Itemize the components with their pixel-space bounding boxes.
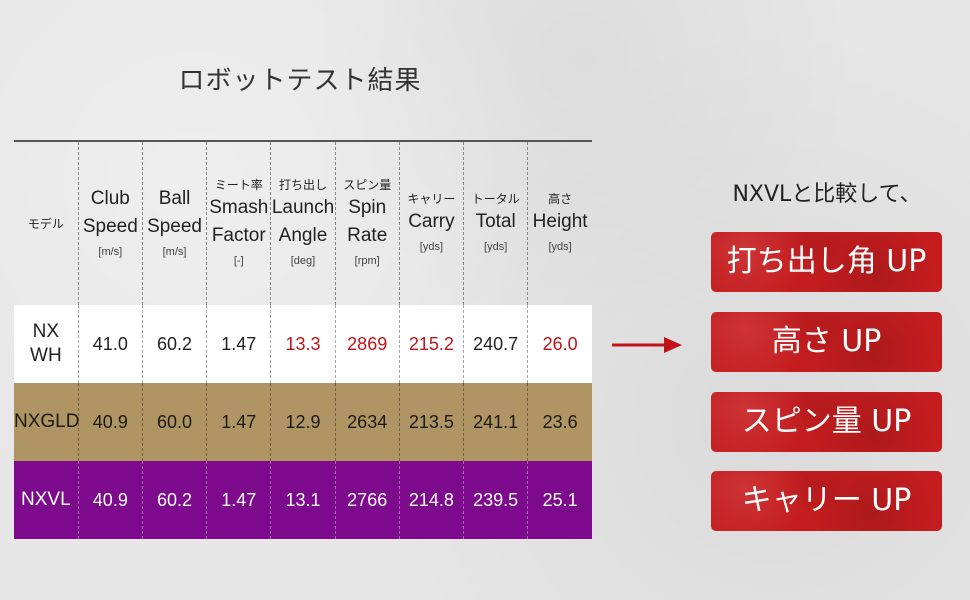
header-jp: トータル bbox=[471, 191, 520, 206]
header-unit: [deg] bbox=[290, 254, 316, 267]
table-header-row: モデル Club Speed [m/s] Ball Speed [m/s] ミー… bbox=[14, 141, 592, 305]
header-ball-speed: Ball Speed [m/s] bbox=[142, 141, 208, 305]
header-en-2: Angle bbox=[278, 224, 328, 246]
model-cell: NXVL bbox=[14, 461, 79, 539]
header-unit: [m/s] bbox=[162, 245, 187, 258]
value-cell: 40.9 bbox=[78, 461, 143, 539]
value-cell: 239.5 bbox=[463, 461, 529, 539]
header-total: トータル Total [yds] bbox=[463, 141, 529, 305]
value-cell: 60.2 bbox=[142, 461, 208, 539]
header-jp: キャリー bbox=[407, 191, 456, 206]
table-row-nxvl: NXVL 40.9 60.2 1.47 13.1 2766 214.8 239.… bbox=[14, 461, 592, 539]
model-cell: NXGLD bbox=[14, 383, 80, 461]
header-unit: [yds] bbox=[484, 240, 508, 253]
header-model: モデル bbox=[14, 141, 79, 305]
header-en-2: Carry bbox=[408, 210, 455, 232]
table-row-nx-wh: NX WH 41.0 60.2 1.47 13.3 2869 215.2 240… bbox=[14, 305, 592, 383]
header-height: 高さ Height [yds] bbox=[528, 141, 592, 305]
header-en-2: Speed bbox=[82, 215, 138, 237]
model-name-line1: NXGLD bbox=[14, 411, 80, 432]
header-unit: [yds] bbox=[419, 240, 444, 253]
model-name-line2: WH bbox=[30, 345, 62, 366]
header-launch-angle: 打ち出し Launch Angle [deg] bbox=[270, 141, 336, 305]
value-cell: 1.47 bbox=[206, 305, 272, 383]
header-unit: [rpm] bbox=[354, 254, 380, 267]
value-cell: 214.8 bbox=[399, 461, 465, 539]
value-cell-highlighted: 26.0 bbox=[542, 333, 578, 354]
header-en-1: Spin bbox=[348, 196, 387, 218]
value-cell: 25.1 bbox=[542, 489, 578, 510]
header-en-2: Rate bbox=[347, 224, 388, 246]
value-cell-highlighted: 13.3 bbox=[270, 305, 336, 383]
header-en-2: Factor bbox=[211, 224, 266, 246]
value-cell-highlighted: 2869 bbox=[335, 305, 400, 383]
header-jp: 高さ bbox=[548, 191, 573, 206]
value-cell: 1.47 bbox=[206, 383, 272, 461]
model-name-line1: NXVL bbox=[21, 489, 71, 510]
header-jp: 打ち出し bbox=[278, 177, 327, 192]
header-unit: [yds] bbox=[548, 240, 572, 253]
comparison-label: NXVLと比較して、 bbox=[732, 182, 922, 207]
header-en-1: Ball bbox=[158, 187, 191, 209]
header-en-1: Club bbox=[90, 187, 130, 209]
header-jp: スピン量 bbox=[343, 177, 392, 192]
badge-height-up: 高さ UP bbox=[711, 312, 942, 372]
value-cell: 2766 bbox=[335, 461, 400, 539]
right-arrow-icon bbox=[612, 337, 682, 353]
results-table-wrap: モデル Club Speed [m/s] Ball Speed [m/s] ミー… bbox=[14, 140, 592, 539]
model-name-line1: NX bbox=[32, 321, 60, 342]
results-table: モデル Club Speed [m/s] Ball Speed [m/s] ミー… bbox=[14, 140, 592, 539]
value-cell: 13.1 bbox=[270, 461, 336, 539]
badge-spin-rate-up: スピン量 UP bbox=[711, 392, 942, 452]
value-cell-highlighted: 215.2 bbox=[399, 305, 465, 383]
header-smash-factor: ミート率 Smash Factor [-] bbox=[206, 141, 272, 305]
header-club-speed: Club Speed [m/s] bbox=[78, 141, 143, 305]
header-en-2: Height bbox=[532, 210, 588, 232]
header-unit: [-] bbox=[233, 254, 244, 267]
value-cell: 213.5 bbox=[399, 383, 465, 461]
value-cell: 2634 bbox=[335, 383, 400, 461]
header-en-2: Total bbox=[475, 210, 516, 232]
value-cell: 41.0 bbox=[78, 305, 143, 383]
value-cell: 60.0 bbox=[142, 383, 208, 461]
header-model-label: モデル bbox=[27, 216, 64, 231]
model-cell: NX WH bbox=[14, 305, 79, 383]
value-cell: 40.9 bbox=[78, 383, 143, 461]
table-row-nxgld: NXGLD 40.9 60.0 1.47 12.9 2634 213.5 241… bbox=[14, 383, 592, 461]
header-en-2: Speed bbox=[147, 215, 203, 237]
value-cell: 241.1 bbox=[463, 383, 529, 461]
page-title: ロボットテスト結果 bbox=[178, 66, 422, 96]
value-cell: 23.6 bbox=[542, 411, 578, 432]
badge-launch-angle-up: 打ち出し角 UP bbox=[711, 232, 942, 292]
header-carry: キャリー Carry [yds] bbox=[399, 141, 465, 305]
badge-carry-up: キャリー UP bbox=[711, 471, 942, 531]
value-cell: 240.7 bbox=[463, 305, 529, 383]
value-cell: 12.9 bbox=[270, 383, 336, 461]
value-cell: 60.2 bbox=[142, 305, 208, 383]
header-unit: [m/s] bbox=[98, 245, 123, 258]
header-jp: ミート率 bbox=[214, 177, 263, 192]
header-en-1: Launch bbox=[271, 196, 335, 218]
value-cell: 1.47 bbox=[206, 461, 272, 539]
header-en-1: Smash bbox=[209, 196, 269, 218]
header-spin-rate: スピン量 Spin Rate [rpm] bbox=[335, 141, 400, 305]
